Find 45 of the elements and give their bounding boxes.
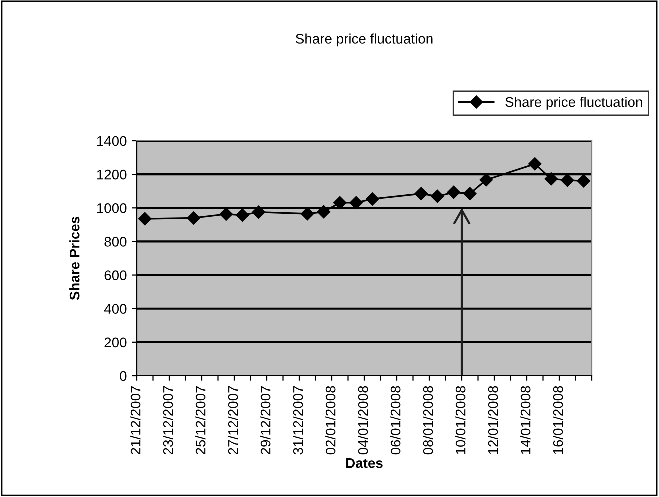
x-tick-label: 12/01/2008 [488, 386, 498, 454]
y-tick-label: 200 [104, 338, 127, 348]
point [366, 192, 380, 206]
point [350, 196, 363, 210]
x-tick-label: 10/01/2008 [456, 386, 466, 454]
point [236, 208, 250, 222]
point [301, 207, 314, 221]
point [528, 158, 542, 171]
x-tick-label: 06/01/2008 [390, 386, 401, 455]
y-tick-label: 1200 [97, 170, 127, 180]
point [480, 174, 493, 187]
y-tick-label: 1000 [97, 203, 127, 214]
y-tick-label: 400 [104, 304, 127, 314]
point [447, 186, 460, 200]
point [561, 174, 574, 188]
x-tick-label: 27/12/2007 [228, 386, 238, 455]
x-tick-label: 02/01/2008 [326, 386, 336, 455]
point [464, 187, 477, 200]
x-tick-label: 31/12/2007 [293, 386, 304, 455]
x-tick-label: 21/12/2007 [130, 386, 141, 455]
point [334, 196, 347, 210]
point [138, 212, 152, 226]
x-tick-label: 04/01/2008 [358, 386, 368, 455]
y-tick-label: 600 [104, 270, 127, 280]
x-tick-label: 14/01/2008 [520, 386, 531, 454]
point [414, 187, 428, 200]
y-tick-label: 1400 [97, 136, 127, 146]
point [187, 212, 200, 225]
y-tick-label: 0 [120, 371, 127, 382]
x-tick-label: 29/12/2007 [260, 386, 271, 455]
point [252, 206, 266, 219]
x-tick-label: 08/01/2008 [423, 386, 434, 455]
point [220, 208, 233, 221]
point [544, 172, 558, 186]
legend-label: Share price fluctuation [506, 96, 642, 110]
y-axis-title: Share Prices [70, 216, 80, 300]
x-tick-label: 16/01/2008 [553, 386, 564, 454]
point [577, 174, 590, 188]
point [317, 205, 330, 219]
x-tick-label: 25/12/2007 [196, 386, 206, 455]
chart-title: Share price fluctuation [296, 34, 433, 47]
point [431, 190, 444, 204]
x-tick-label: 23/12/2007 [163, 386, 174, 455]
x-axis-title: Dates [346, 458, 383, 468]
y-tick-label: 800 [104, 237, 127, 247]
